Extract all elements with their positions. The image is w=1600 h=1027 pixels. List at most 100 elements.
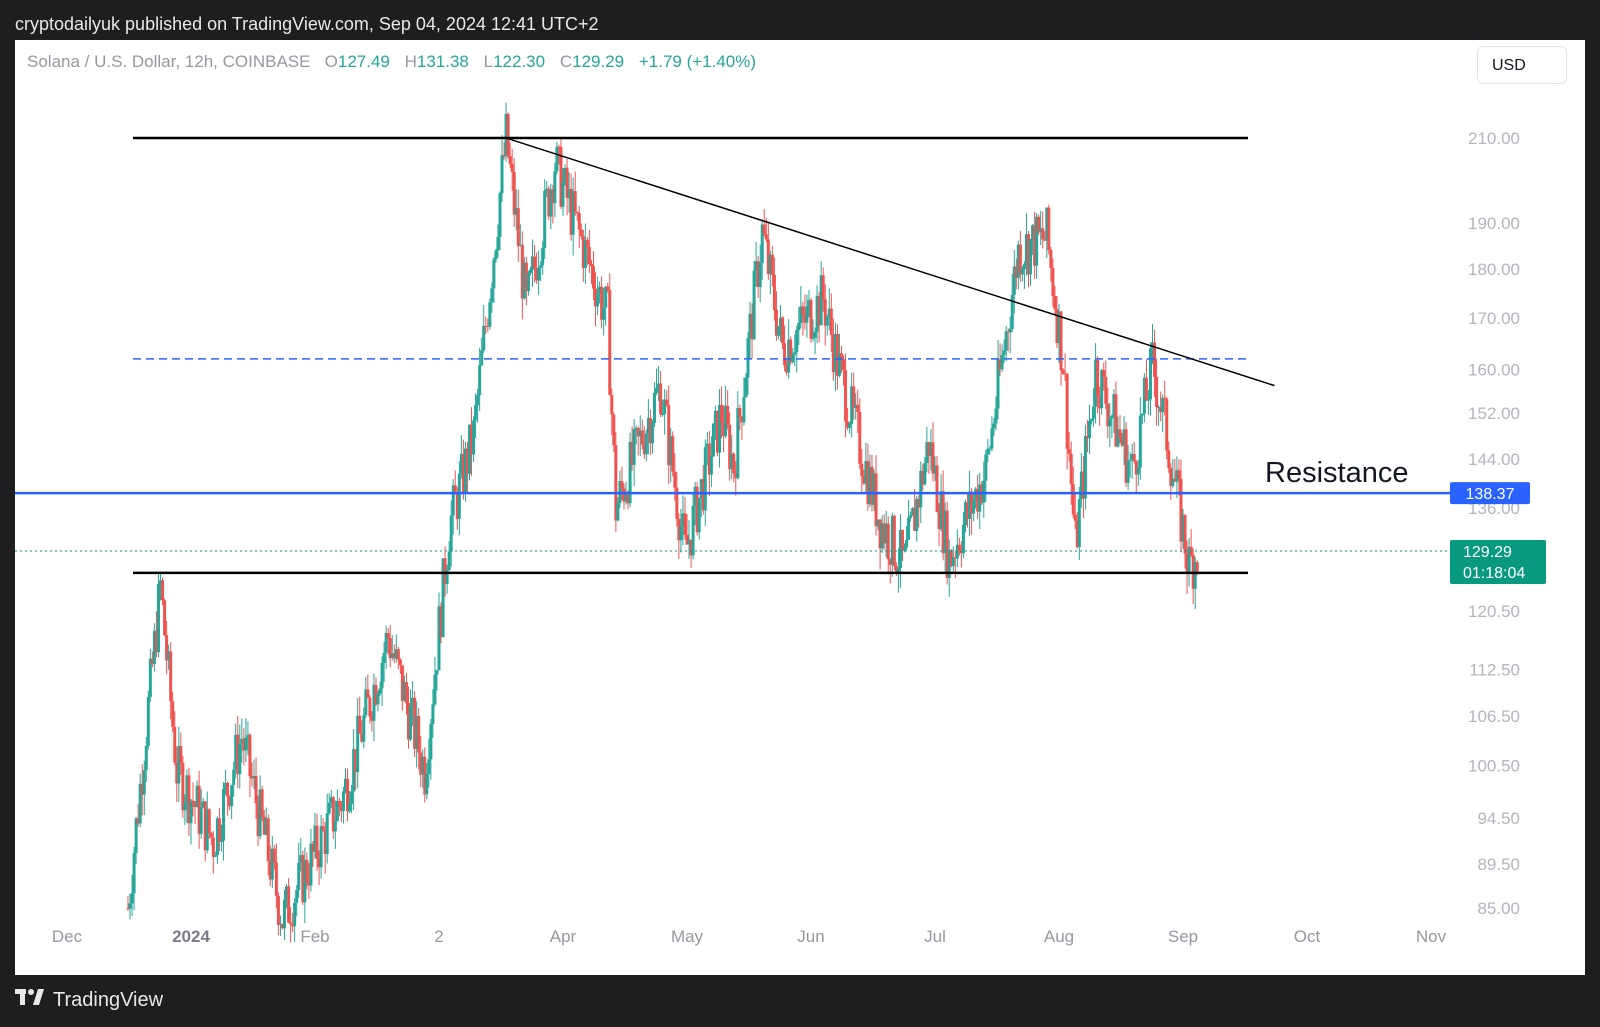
candle-body: [195, 785, 199, 807]
candle-body: [390, 653, 394, 659]
candle-body: [1112, 394, 1116, 416]
candle-body: [289, 922, 293, 925]
candle-body: [740, 417, 744, 423]
candle-body: [848, 424, 852, 428]
candle-body: [884, 523, 888, 544]
candle-body: [634, 427, 638, 430]
candle-body: [417, 716, 421, 753]
footer-brand[interactable]: TradingView: [15, 985, 163, 1015]
candle-body: [148, 658, 152, 697]
candle-body: [335, 801, 339, 822]
candle-body: [1106, 403, 1110, 427]
candle-body: [319, 826, 323, 868]
candle-body: [494, 250, 498, 260]
candle-body: [1053, 296, 1057, 310]
candle-body: [1049, 249, 1053, 268]
candle-body: [949, 550, 953, 567]
candle-body: [880, 523, 884, 549]
candle-countdown: 01:18:04: [1463, 565, 1525, 582]
candle-body: [295, 889, 299, 903]
candle-body: [681, 513, 685, 527]
y-tick-label: 106.50: [1468, 707, 1520, 726]
candle-body: [994, 408, 998, 424]
candles: [126, 102, 1199, 943]
candle-body: [278, 923, 282, 925]
descending-trendline: [505, 137, 1275, 387]
candle-body: [829, 308, 833, 336]
high-value: 131.38: [416, 52, 469, 71]
currency-button[interactable]: USD: [1477, 46, 1567, 84]
candle-body: [1014, 266, 1018, 278]
candle-body: [583, 239, 587, 268]
candle-body: [561, 181, 565, 207]
price-chart[interactable]: 210.00 190.00 180.00 170.00 160.00 152.00 144.…: [15, 40, 1585, 975]
candle-body: [266, 818, 270, 862]
candle-body: [713, 410, 717, 424]
candle-body: [293, 902, 297, 927]
candle-body: [531, 256, 535, 270]
candle-body: [429, 724, 433, 760]
candle-body: [362, 715, 366, 742]
candle-body: [173, 726, 177, 763]
candle-body: [199, 807, 203, 834]
candle-body: [689, 539, 693, 556]
candle-body: [274, 862, 278, 896]
candle-body: [1041, 228, 1045, 240]
candle-body: [167, 651, 171, 661]
footer-brand-label: TradingView: [53, 988, 164, 1011]
candle-body: [646, 418, 650, 434]
candle-body: [589, 263, 593, 267]
candle-body: [882, 523, 886, 544]
candle-body: [903, 547, 907, 551]
symbol-label[interactable]: Solana / U.S. Dollar, 12h, COINBASE: [27, 52, 311, 71]
candle-body: [1193, 562, 1197, 589]
candle-body: [1061, 370, 1065, 374]
candle-body: [754, 261, 758, 271]
candle-body: [905, 539, 909, 548]
candle-body: [770, 254, 774, 275]
candle-body: [939, 491, 943, 530]
candle-body: [152, 630, 156, 665]
candle-body: [409, 705, 413, 740]
candle-body: [1130, 454, 1134, 460]
y-tick-label: 190.00: [1468, 214, 1520, 233]
candle-body: [461, 453, 465, 494]
candle-body: [449, 515, 453, 552]
candle-body: [407, 702, 411, 740]
x-tick-label: Dec: [52, 927, 83, 946]
candle-body: [368, 697, 372, 717]
candle-body: [722, 422, 726, 437]
candle-body: [762, 224, 766, 235]
candle-body: [1155, 376, 1159, 407]
candle-body: [898, 529, 902, 569]
chart-panel[interactable]: 210.00 190.00 180.00 170.00 160.00 152.00 144.…: [15, 40, 1585, 975]
candle-body: [1002, 350, 1006, 355]
candle-body: [425, 774, 429, 795]
x-tick-label: 2: [434, 927, 443, 946]
candle-body: [805, 306, 809, 323]
candle-body: [608, 290, 612, 395]
candle-body: [705, 443, 709, 448]
candle-body: [246, 734, 250, 738]
candle-body: [795, 330, 799, 353]
candle-body: [1114, 394, 1118, 447]
candle-body: [852, 386, 856, 408]
candle-body: [978, 484, 982, 512]
candle-body: [514, 208, 518, 215]
candle-body: [616, 503, 620, 521]
candle-body: [968, 491, 972, 519]
candle-body: [439, 606, 443, 637]
current-price-badge: [1450, 539, 1546, 584]
candle-body: [1033, 225, 1037, 266]
y-tick-label: 100.50: [1468, 756, 1520, 775]
candle-body: [591, 266, 595, 289]
candle-body: [256, 803, 260, 837]
candle-body: [892, 515, 896, 567]
candle-body: [547, 188, 551, 217]
candle-body: [183, 802, 187, 811]
candle-body: [1148, 348, 1152, 400]
candle-body: [268, 861, 272, 880]
candle-body: [211, 837, 215, 857]
candle-body: [803, 314, 807, 323]
candle-body: [620, 480, 624, 489]
